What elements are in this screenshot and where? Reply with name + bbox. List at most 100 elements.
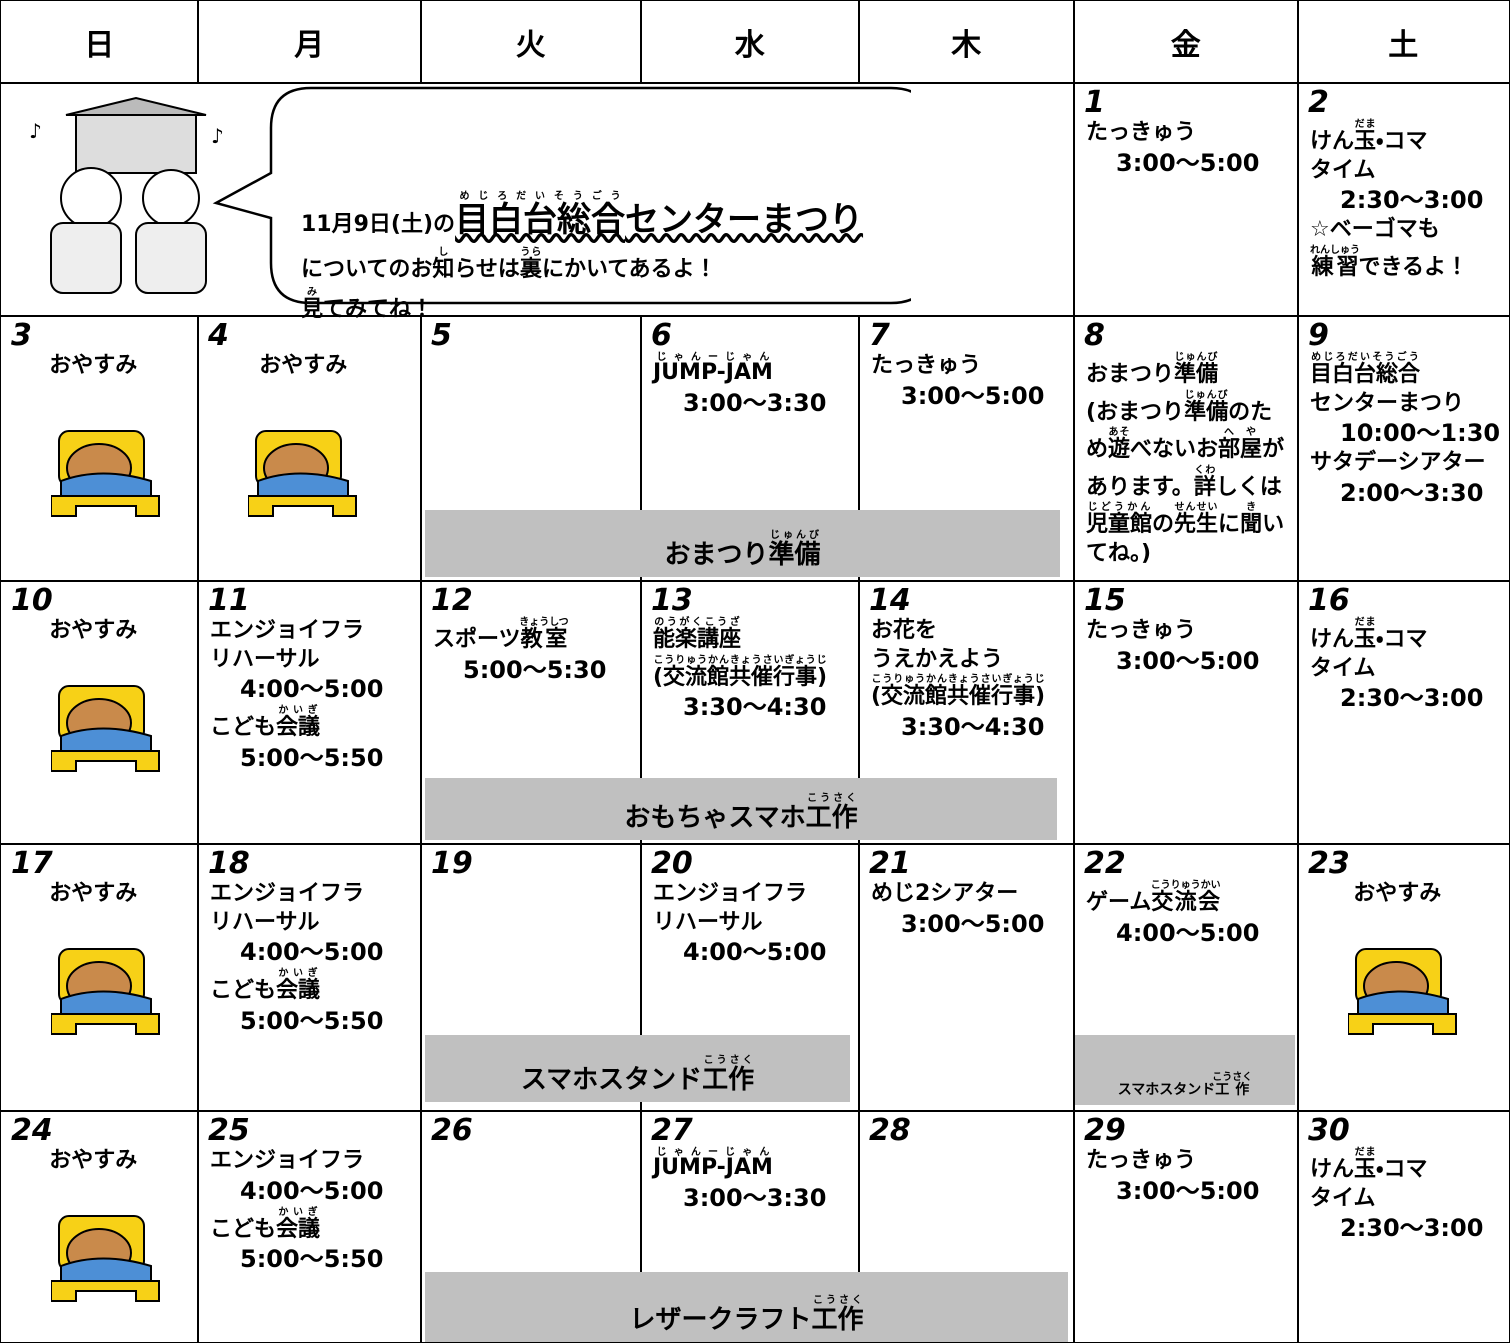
ruby-base: 部屋 [1218, 437, 1263, 463]
event-line: 能楽講座のうがくこうざ [653, 617, 855, 655]
day-events: けん玉だま・コマ タイム 2:30～3:00 [1310, 1147, 1505, 1244]
ruby-text: 目白台総合めじろだいそうごう [455, 191, 625, 240]
event-line: たっきゅう [1086, 617, 1294, 646]
text: に [1218, 512, 1241, 538]
text: 4:00～5:00 [240, 938, 384, 967]
event-line: 4:00～5:00 [653, 937, 855, 968]
day-events: エンジョイフラ リハーサル 4:00～5:00 こども会議かいぎ 5:00～5:50 [210, 880, 417, 1037]
ruby-text: 会議かいぎ [276, 705, 320, 740]
ruby-reading: だま [1354, 119, 1377, 130]
svg-text:♪: ♪ [29, 119, 42, 143]
ruby-reading: のうがくこうざ [653, 617, 742, 628]
event-line: エンジョイフラ [210, 617, 417, 646]
ruby-reading: かいぎ [276, 968, 321, 980]
text: ・コマ [1376, 1157, 1428, 1182]
text: 3:30～4:30 [901, 712, 1045, 741]
ruby-reading: じゃんーじゃん [653, 352, 773, 363]
ruby-reading: こうさく [811, 1295, 864, 1306]
text: おまつり [1086, 362, 1175, 387]
day-number: 30 [1308, 1113, 1350, 1148]
day-cell: 25 エンジョイフラ 4:00～5:00 こども会議かいぎ 5:00～5:50 [197, 1110, 422, 1343]
text: 3:00～5:00 [1116, 1176, 1260, 1205]
text: たっきゅう [1086, 1148, 1197, 1173]
event-line: たっきゅう [1086, 119, 1294, 148]
event-line: 2:30～3:00 [1310, 185, 1505, 216]
day-cell: 28 [858, 1110, 1075, 1343]
day-events: けん玉だま・コマ タイム 2:30～3:00 ☆ベーゴマも 練習れんしゅうできるよ！ [1310, 119, 1505, 283]
text: ・コマ [1376, 129, 1428, 154]
ruby-reading: じゅんび [1174, 352, 1219, 363]
text: リハーサル [210, 909, 320, 935]
ruby-base: (交流館共催行事) [653, 664, 828, 690]
day-number: 13 [651, 583, 693, 618]
text: タイム [1310, 655, 1376, 681]
ruby-text: 目白台総合めじろだいそうごう [1310, 352, 1421, 387]
day-events: エンジョイフラ リハーサル 4:00～5:00 こども会議かいぎ 5:00～5:50 [210, 617, 417, 774]
festival-illustration: ♪ ♪ [29, 96, 224, 294]
day-events: おやすみ [13, 352, 194, 381]
event-line: リハーサル [210, 909, 417, 938]
text: けん [1310, 627, 1355, 652]
day-events: けん玉だま・コマ タイム 2:30～3:00 [1310, 617, 1505, 714]
event-line: たっきゅう [871, 352, 1070, 381]
text: エンジョイフラ [653, 881, 808, 906]
day-number: 18 [208, 846, 250, 881]
ruby-reading: あそ [1108, 427, 1131, 439]
ruby-reading: うら [519, 246, 542, 258]
day-events: JUMP-JAMじゃんーじゃん 3:00～3:30 [653, 352, 855, 419]
event-line: 5:00～5:50 [210, 1006, 417, 1037]
day-number: 27 [651, 1113, 693, 1148]
event-band: おもちゃスマホ工作こうさく [425, 778, 1057, 840]
day-cell: 27 JUMP-JAMじゃんーじゃん 3:00～3:30 [640, 1110, 860, 1343]
day-cell: 19 [420, 843, 642, 1112]
ruby-base: 交流会 [1150, 890, 1221, 915]
weekday-header: 木 [858, 0, 1075, 84]
event-line: けん玉だま・コマ [1310, 617, 1505, 655]
day-events: お花を うえかえよう (交流館共催行事)こうりゅうかんきょうさいぎょうじ 3:30～4… [871, 617, 1070, 743]
event-line: 3:00～5:00 [871, 381, 1070, 412]
event-line: 4:00～5:00 [210, 937, 417, 968]
event-line: 4:00～5:00 [210, 1176, 417, 1207]
event-band: レザークラフト工作こうさく [425, 1272, 1068, 1342]
day-number: 12 [431, 583, 473, 618]
day-events: エンジョイフラ 4:00～5:00 こども会議かいぎ 5:00～5:50 [210, 1147, 417, 1276]
event-line: エンジョイフラ [210, 1147, 417, 1176]
text: 2:30～3:00 [1340, 684, 1484, 713]
ruby-reading: こうりゅうかんきょうさいぎょうじ [871, 674, 1046, 686]
event-line: 児童館じどうかんの先生せんせいに聞きい [1086, 502, 1294, 540]
text: うえかえよう [871, 646, 1004, 672]
weekday-header: 火 [420, 0, 642, 84]
event-line: タイム [1310, 655, 1505, 684]
ruby-text: JUMP-JAMじゃんーじゃん [653, 352, 773, 385]
day-cell: 24 おやすみ [0, 1110, 199, 1343]
notice-line: 見みてみてね！ [301, 287, 863, 327]
ruby-text: 先生せんせい [1174, 502, 1218, 537]
event-line: おやすみ [13, 880, 194, 909]
day-events: おやすみ [13, 880, 194, 909]
text: べないお [1130, 437, 1219, 463]
day-events: おやすみ [13, 617, 194, 646]
event-line: 5:00～5:50 [210, 743, 417, 774]
text: おやすみ [49, 1148, 138, 1173]
ruby-reading: こうりゅうかんきょうさいぎょうじ [653, 654, 828, 666]
day-number: 1 [1084, 85, 1105, 120]
ruby-reading: れんしゅう [1310, 244, 1360, 256]
weekday-header: 土 [1297, 0, 1510, 84]
text: のた [1228, 399, 1273, 425]
event-line: 3:00～5:00 [1086, 1176, 1294, 1207]
text: め [1086, 437, 1109, 463]
day-events: JUMP-JAMじゃんーじゃん 3:00～3:30 [653, 1147, 855, 1214]
day-number: 6 [651, 318, 672, 353]
event-band: スマホスタンド工作こうさく [1075, 1035, 1295, 1105]
text: にかいてあるよ！ [541, 256, 717, 282]
text: 10:00～1:30 [1340, 419, 1501, 448]
text: こども [210, 1216, 277, 1242]
weekday-header: 水 [640, 0, 860, 84]
speech-bubble [212, 86, 911, 305]
text: けん [1310, 129, 1355, 154]
ruby-base: (交流館共催行事) [871, 684, 1046, 710]
day-number: 23 [1308, 846, 1350, 881]
text: レザークラフト [629, 1305, 812, 1335]
ruby-reading: き [1240, 502, 1263, 514]
ruby-base: 目白台総合 [1310, 362, 1421, 387]
